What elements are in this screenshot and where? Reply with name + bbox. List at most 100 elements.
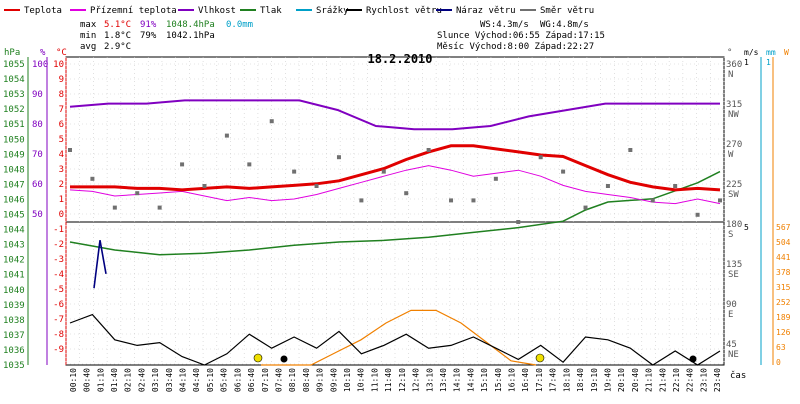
solar-tick: 126 <box>776 328 791 337</box>
x-tick-label: 03:40 <box>165 368 174 392</box>
x-tick-label: 06:10 <box>233 368 242 392</box>
pressure-tick: 1043 <box>3 241 25 251</box>
temperature-tick: -6 <box>53 300 64 310</box>
legend-label: Náraz větru <box>456 6 516 16</box>
legend-label: Směr větru <box>540 6 594 16</box>
temperature-tick: 2 <box>59 180 64 190</box>
x-tick-label: 04:40 <box>192 368 201 392</box>
x-tick-label: 19:10 <box>590 368 599 392</box>
wind-direction-point <box>718 198 722 203</box>
pressure-tick: 1052 <box>3 105 25 115</box>
x-tick-label: 20:40 <box>631 368 640 392</box>
x-tick-label: 18:40 <box>576 368 585 392</box>
wind-direction-point <box>538 155 543 160</box>
direction-letter-tick: NE <box>728 350 739 360</box>
humidity-tick: 70 <box>32 150 43 160</box>
unit-time: čas <box>730 370 746 381</box>
wind-direction-point <box>112 205 117 210</box>
pressure-tick: 1037 <box>3 331 25 341</box>
temperature-tick: 0 <box>59 210 64 220</box>
x-tick-label: 10:10 <box>343 368 352 392</box>
solar-tick: 63 <box>776 343 786 352</box>
humidity-tick: 60 <box>32 180 43 190</box>
wind-direction-point <box>90 176 95 181</box>
temperature-tick: 1 <box>59 195 64 205</box>
x-tick-label: 14:10 <box>453 368 462 392</box>
wind-direction-point <box>314 184 319 188</box>
x-tick-label: 03:10 <box>151 368 160 392</box>
x-tick-label: 07:10 <box>261 368 270 392</box>
x-tick-label: 04:10 <box>179 368 188 392</box>
rain-tick: 1 <box>766 58 771 67</box>
wind-direction-point <box>449 198 454 203</box>
wind-direction-point <box>68 148 72 152</box>
x-tick-label: 23:40 <box>713 368 722 392</box>
x-tick-label: 18:10 <box>562 368 571 392</box>
direction-degree-tick: 270 <box>726 140 742 150</box>
pressure-tick: 1047 <box>3 180 25 190</box>
solar-tick: 378 <box>776 268 791 277</box>
chart-title: 18.2.2010 <box>367 52 432 66</box>
legend-label: Vlhkost <box>198 6 236 16</box>
temperature-tick: 9 <box>59 75 64 85</box>
x-tick-label: 01:40 <box>110 368 119 392</box>
pressure-tick: 1051 <box>3 120 25 130</box>
temperature-tick: 5 <box>59 135 64 145</box>
x-tick-label: 13:10 <box>425 368 434 392</box>
wind-tick: 1 <box>744 58 749 67</box>
x-tick-label: 02:10 <box>124 368 133 392</box>
unit-hpa: hPa <box>4 48 20 58</box>
x-tick-label: 05:10 <box>206 368 215 392</box>
x-tick-label: 10:40 <box>357 368 366 392</box>
stats-max-press: 1048.4hPa <box>166 20 215 30</box>
direction-degree-tick: 135 <box>726 260 742 270</box>
legend-label: Srážky <box>316 6 349 16</box>
temperature-tick: -7 <box>53 315 64 325</box>
unit-deg: ° <box>727 48 732 58</box>
temperature-tick: -9 <box>53 345 64 355</box>
pressure-tick: 1041 <box>3 271 25 281</box>
pressure-tick: 1049 <box>3 150 25 160</box>
x-tick-label: 22:40 <box>686 368 695 392</box>
x-tick-label: 21:40 <box>658 368 667 392</box>
wind-direction-point <box>471 198 476 203</box>
x-tick-label: 23:10 <box>699 368 708 392</box>
wind-direction-point <box>381 169 386 174</box>
wind-direction-point <box>605 184 610 188</box>
pressure-tick: 1044 <box>3 226 25 236</box>
direction-degree-tick: 90 <box>726 300 737 310</box>
temperature-tick: 8 <box>59 90 64 100</box>
solar-tick: 315 <box>776 283 791 292</box>
wind-direction-point <box>292 169 297 174</box>
wind-direction-point <box>583 205 588 210</box>
pressure-tick: 1046 <box>3 195 25 205</box>
unit-pct: % <box>40 48 46 58</box>
x-tick-label: 09:10 <box>316 368 325 392</box>
humidity-line <box>69 99 720 131</box>
direction-degree-tick: 360 <box>726 60 742 70</box>
stats-avg-temp: 2.9°C <box>104 42 131 52</box>
temperature-line <box>70 144 721 192</box>
unit-mm: mm <box>766 48 776 57</box>
stats-max-rain: 0.0mm <box>226 20 253 30</box>
x-tick-label: 06:40 <box>247 368 256 392</box>
wind-direction-point <box>247 162 252 167</box>
wind-gust-line <box>93 240 107 289</box>
pressure-tick: 1048 <box>3 165 25 175</box>
stats-max-temp: 5.1°C <box>104 20 131 30</box>
direction-letter-tick: N <box>728 70 733 80</box>
direction-letter-tick: SE <box>728 270 739 280</box>
moonrise-marker <box>280 355 288 363</box>
wind-direction-point <box>135 191 140 196</box>
direction-degree-tick: 45 <box>726 340 737 350</box>
direction-degree-tick: 180 <box>726 220 742 230</box>
wind-tick: 5 <box>744 223 749 232</box>
wind-direction-point <box>180 162 185 167</box>
solar-tick: 0 <box>776 358 781 367</box>
direction-letter-tick: E <box>728 310 733 320</box>
direction-letter-tick: SW <box>728 190 739 200</box>
x-tick-label: 08:40 <box>302 368 311 392</box>
x-tick-label: 07:40 <box>274 368 283 392</box>
